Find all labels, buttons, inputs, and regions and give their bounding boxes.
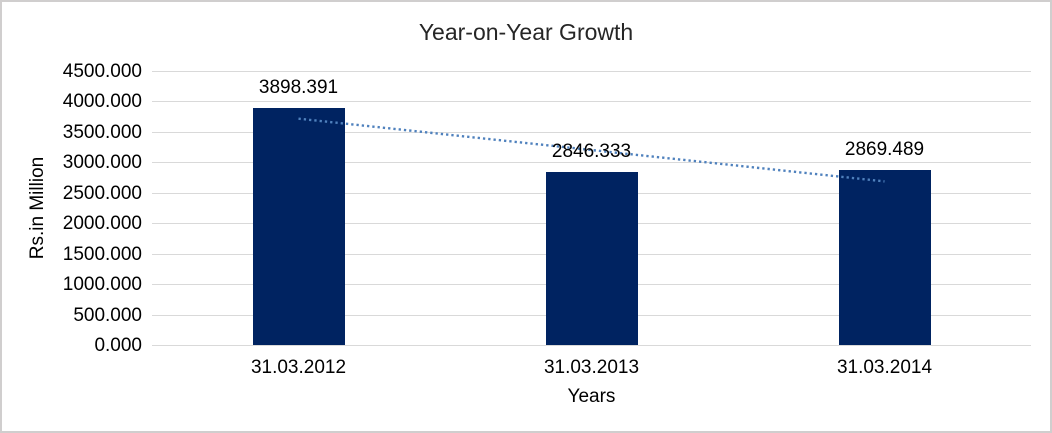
x-axis-title: Years [567, 386, 616, 407]
bar-data-label: 2869.489 [844, 139, 925, 161]
bar-2 [545, 171, 638, 346]
bar-3 [838, 170, 931, 346]
y-tick-label: 4000.000 [62, 91, 142, 112]
x-tick-label: 31.03.2012 [250, 357, 347, 378]
y-tick-label: 500.000 [73, 304, 142, 326]
y-tick-label: 3000.000 [62, 152, 142, 173]
y-tick-label: 3500.000 [62, 121, 142, 143]
bar-data-label: 2846.333 [551, 140, 632, 162]
y-tick-label: 0.000 [94, 335, 142, 356]
y-tick-label: 1000.000 [62, 274, 142, 295]
bar-1 [252, 107, 345, 346]
gridline [152, 101, 1031, 102]
bar-data-label: 3898.391 [258, 76, 339, 98]
gridline [152, 70, 1031, 72]
y-tick-label: 4500.000 [62, 60, 142, 82]
x-tick-label: 31.03.2013 [543, 357, 640, 378]
x-tick-label: 31.03.2014 [836, 357, 933, 378]
gridline [152, 345, 1031, 346]
y-tick-label: 2500.000 [62, 182, 142, 204]
y-tick-label: 2000.000 [62, 213, 142, 234]
chart-title: Year-on-Year Growth [418, 19, 634, 45]
y-tick-label: 1500.000 [62, 243, 142, 265]
